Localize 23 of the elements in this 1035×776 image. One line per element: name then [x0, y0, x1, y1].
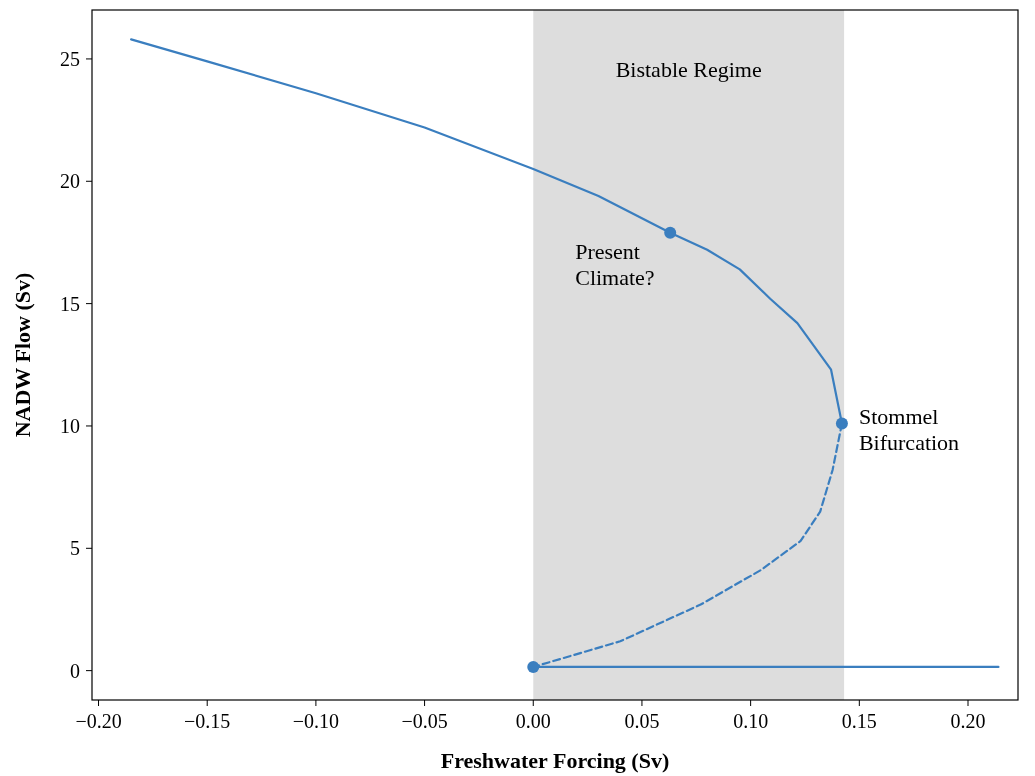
y-tick-label: 15	[60, 292, 80, 315]
point	[835, 417, 848, 430]
x-tick-label: −0.15	[184, 710, 231, 732]
x-tick-label: −0.10	[292, 710, 340, 732]
y-tick-label: 10	[60, 414, 80, 437]
band-label: Bistable Regime	[615, 57, 762, 82]
point	[664, 226, 677, 239]
x-tick-label: 0.00	[515, 710, 551, 732]
x-tick-label: −0.05	[401, 710, 448, 732]
annotation: Present Climate?	[575, 238, 655, 290]
x-tick-label: 0.20	[950, 710, 986, 732]
y-tick-label: 25	[60, 47, 80, 70]
point	[527, 660, 540, 673]
x-tick-label: 0.10	[733, 710, 769, 732]
y-tick-label: 0	[70, 659, 80, 682]
x-tick-label: 0.05	[624, 710, 660, 732]
x-tick-label: 0.15	[841, 710, 877, 732]
annotation: Stommel Bifurcation	[858, 403, 960, 455]
y-tick-label: 5	[70, 537, 80, 560]
x-axis-title: Freshwater Forcing (Sv)	[440, 748, 670, 773]
x-tick-label: −0.20	[75, 710, 122, 732]
y-axis-title: NADW Flow (Sv)	[10, 272, 35, 438]
y-tick-label: 20	[60, 170, 80, 193]
